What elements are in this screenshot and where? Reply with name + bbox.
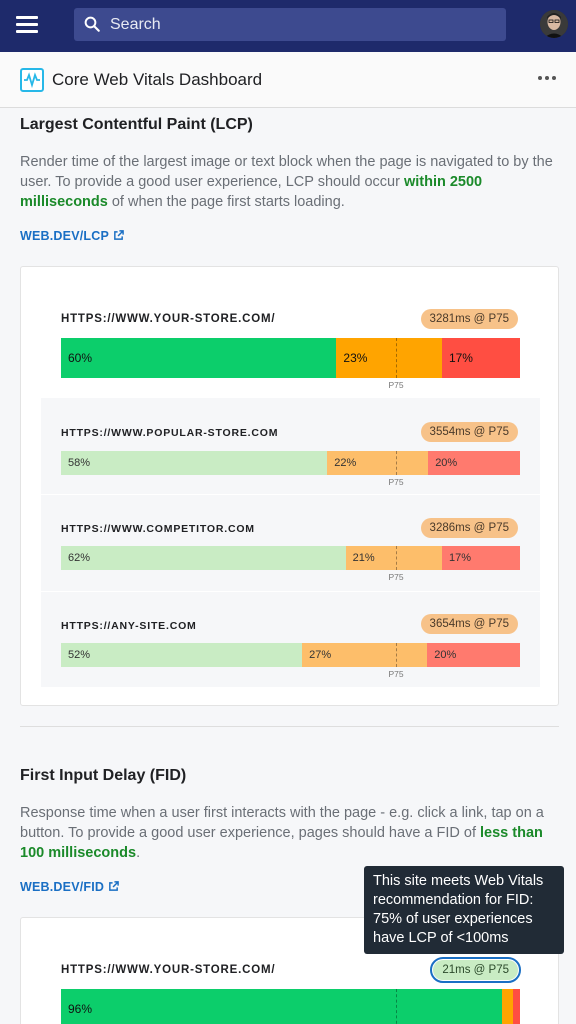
good-segment: 60% — [61, 338, 337, 378]
lcp-comparison-card: HTTPS://WWW.YOUR-STORE.COM/3281ms @ P75 6… — [20, 266, 559, 706]
site-url: HTTPS://WWW.POPULAR-STORE.COM — [61, 427, 279, 439]
good-segment: 58% — [61, 451, 328, 475]
site-url: HTTPS://ANY-SITE.COM — [61, 620, 197, 632]
site-row-primary: HTTPS://WWW.YOUR-STORE.COM/3281ms @ P75 6… — [41, 297, 540, 397]
good-segment: 96% — [61, 989, 502, 1024]
user-photo-icon — [540, 10, 568, 38]
p75-badge[interactable]: 3286ms @ P75 — [420, 518, 518, 538]
external-link-icon — [109, 881, 119, 891]
p75-badge[interactable]: 3654ms @ P75 — [420, 614, 518, 634]
distribution-bar: 60% 23% 17% — [61, 338, 520, 378]
site-row: HTTPS://WWW.POPULAR-STORE.COM 3554ms @ P7… — [41, 398, 540, 494]
distribution-bar: 62% 21% 17% — [61, 546, 520, 570]
p75-marker-line — [396, 451, 398, 475]
p75-marker-label: P75 — [388, 669, 404, 679]
p75-marker-label: P75 — [388, 380, 404, 390]
web-vitals-logo-icon — [20, 68, 44, 92]
p75-marker-label: P75 — [388, 572, 404, 582]
lcp-threshold: within 2500 milliseconds — [20, 174, 483, 210]
distribution-bar: 58% 22% 20% — [61, 451, 520, 475]
needs-improvement-segment: 21% — [345, 546, 442, 570]
poor-segment: 20% — [428, 451, 520, 475]
poor-segment — [513, 989, 520, 1024]
fid-section-title: First Input Delay (FID) — [20, 767, 187, 784]
title-bar: Core Web Vitals Dashboard — [0, 52, 576, 108]
fid-recommendation-tooltip: This site meets Web Vitals recommendatio… — [364, 866, 564, 954]
p75-marker-label: P75 — [388, 477, 404, 487]
external-link-icon — [114, 230, 124, 240]
site-row: HTTPS://ANY-SITE.COM 3654ms @ P75 52% 27% 20… — [41, 592, 540, 687]
p75-badge[interactable]: 21ms @ P75 — [430, 957, 521, 983]
distribution-bar: 52% 27% 20% — [61, 643, 520, 667]
avatar[interactable] — [540, 10, 568, 38]
p75-badge[interactable]: 3554ms @ P75 — [420, 422, 518, 442]
lcp-description: Render time of the largest image or text… — [20, 154, 553, 210]
fid-threshold: less than 100 milliseconds — [20, 825, 543, 861]
section-divider — [20, 726, 559, 727]
hamburger-icon[interactable] — [16, 14, 40, 34]
poor-segment: 20% — [427, 643, 520, 667]
needs-improvement-segment: 22% — [327, 451, 429, 475]
p75-marker-line — [396, 643, 398, 667]
good-segment: 52% — [61, 643, 303, 667]
site-url: HTTPS://WWW.YOUR-STORE.COM/ — [61, 313, 276, 325]
fid-docs-link[interactable]: WEB.DEV/FID — [20, 880, 119, 894]
page-title: Core Web Vitals Dashboard — [52, 70, 263, 89]
p75-badge[interactable]: 3281ms @ P75 — [420, 309, 518, 329]
p75-marker-line — [396, 989, 398, 1024]
poor-segment: 17% — [441, 338, 520, 378]
good-segment: 62% — [61, 546, 346, 570]
site-url: HTTPS://WWW.COMPETITOR.COM — [61, 523, 255, 535]
site-row-primary: HTTPS://WWW.YOUR-STORE.COM/21ms @ P75 96% — [41, 948, 540, 1024]
p75-marker-line — [396, 546, 398, 570]
fid-description: Response time when a user first interact… — [20, 805, 544, 861]
more-horizontal-icon[interactable] — [538, 76, 558, 82]
site-url: HTTPS://WWW.YOUR-STORE.COM/ — [61, 964, 276, 976]
top-app-bar — [0, 0, 576, 52]
needs-improvement-segment — [501, 989, 513, 1024]
lcp-section-title: Largest Contentful Paint (LCP) — [20, 116, 253, 133]
search-box[interactable] — [74, 8, 506, 41]
needs-improvement-segment: 27% — [302, 643, 428, 667]
search-input[interactable] — [110, 8, 490, 41]
poor-segment: 17% — [441, 546, 520, 570]
search-icon — [84, 16, 100, 32]
site-row: HTTPS://WWW.COMPETITOR.COM 3286ms @ P75 62… — [41, 495, 540, 591]
lcp-docs-link[interactable]: WEB.DEV/LCP — [20, 229, 124, 243]
p75-marker-line — [396, 338, 398, 378]
distribution-bar: 96% — [61, 989, 520, 1024]
needs-improvement-segment: 23% — [336, 338, 442, 378]
